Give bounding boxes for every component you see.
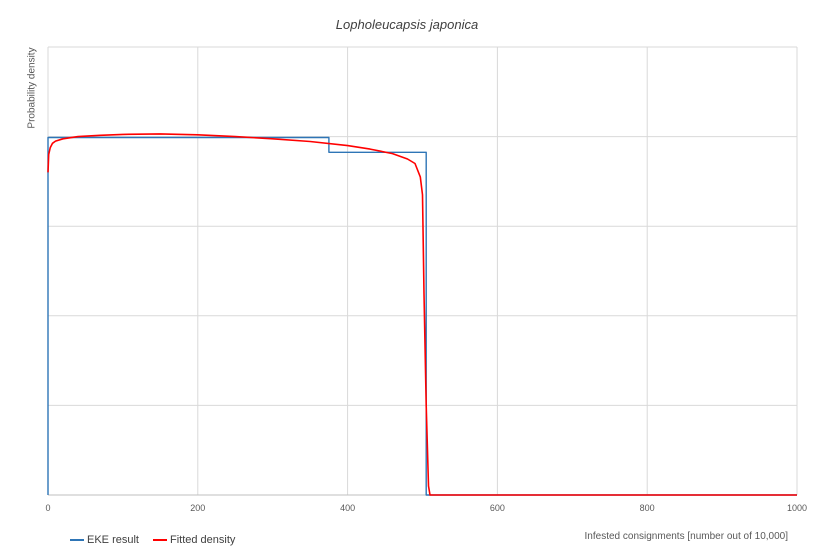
legend-swatch-eke: [70, 539, 84, 541]
axes: [47, 47, 797, 496]
legend-swatch-fitted: [152, 539, 167, 541]
tick-labels: 0 200 400 600 800 1000: [45, 503, 807, 513]
chart-title: Lopholeucapsis japonica: [335, 17, 479, 32]
x-tick-label: 200: [190, 503, 205, 513]
x-tick-label: 800: [640, 503, 655, 513]
gridlines: [48, 46, 798, 495]
legend-item-fitted: Fitted density: [152, 534, 236, 546]
series-group: [47, 133, 797, 496]
x-tick-label: 600: [490, 503, 505, 513]
legend-label-eke: EKE result: [87, 534, 139, 546]
x-tick-label: 0: [45, 503, 50, 513]
x-tick-label: 400: [340, 503, 355, 513]
series-line-fitted: [47, 133, 797, 496]
x-tick-label: 1000: [787, 503, 807, 513]
x-axis-label: Infested consignments [number out of 10,…: [584, 531, 788, 542]
legend-label-fitted: Fitted density: [169, 534, 236, 546]
series-line-eke: [47, 136, 797, 496]
legend-item-eke: EKE result: [70, 534, 139, 546]
y-axis-label: Probability density: [26, 47, 38, 129]
legend: EKE result Fitted density: [70, 534, 235, 546]
